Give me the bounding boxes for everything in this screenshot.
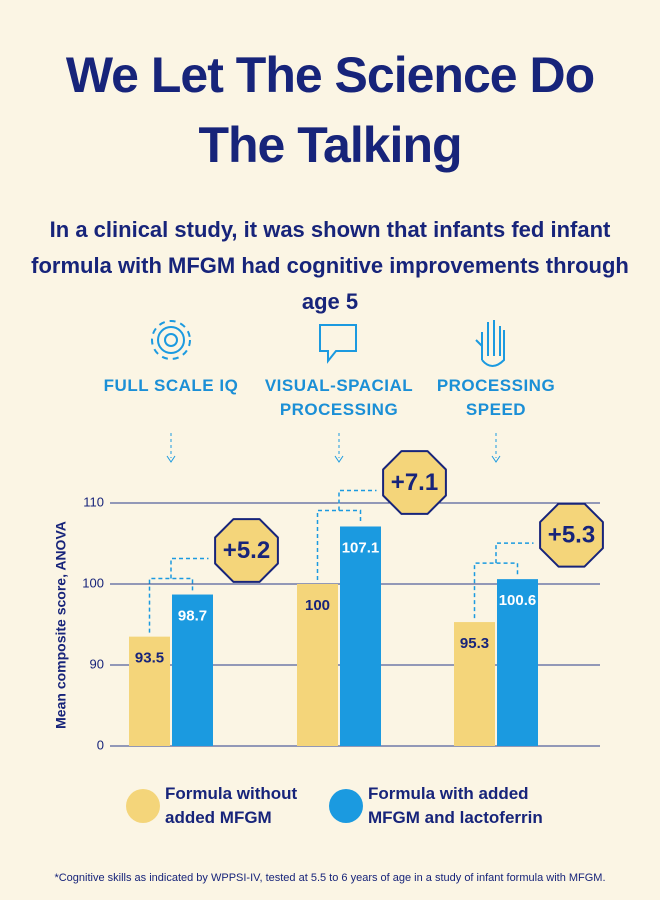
badge [214,518,279,583]
difference-label: +5.3 [548,521,595,548]
subtitle: In a clinical study, it was shown that i… [31,217,629,314]
arrow-head [334,455,344,463]
category-label: FULL SCALE IQ [103,376,239,395]
legend-label: Formula without added MFGM [165,784,298,827]
bar [340,526,381,746]
connector [148,557,209,633]
y-tick-label: 0 [97,737,104,752]
title: We Let The Science Do The Talking [65,47,595,173]
badge [539,502,604,568]
legend-label: Formula with added MFGM and lactoferrin [368,784,543,827]
icons [151,320,505,367]
bar [297,584,338,746]
y-tick-label: 110 [83,494,104,509]
category-label: VISUAL-SPACIAL PROCESSING [264,376,414,419]
value-label: 100 [305,597,330,614]
legend-swatch [329,789,363,823]
value-label: 100.6 [499,592,537,609]
connector [316,489,377,580]
value-label: 95.3 [460,635,489,652]
badge [382,450,447,515]
bar [497,579,538,746]
connector [473,542,534,619]
difference-label: +5.2 [223,537,270,564]
bar [129,636,170,746]
difference-label: +7.1 [391,469,438,496]
y-tick-label: 100 [82,575,104,590]
arrow-head [491,455,501,463]
category-label: PROCESSING SPEED [436,376,556,419]
value-label: 93.5 [135,650,164,667]
value-label: 107.1 [342,539,380,556]
value-label: 98.7 [178,607,207,624]
footnote: *Cognitive skills as indicated by WPPSI-… [54,872,606,884]
y-axis-label: Mean composite score, ANOVA [53,521,69,729]
bar [172,594,213,746]
y-tick-label: 90 [90,656,104,671]
legend-swatch [126,789,160,823]
arrow-head [166,455,176,463]
bar [454,622,495,746]
